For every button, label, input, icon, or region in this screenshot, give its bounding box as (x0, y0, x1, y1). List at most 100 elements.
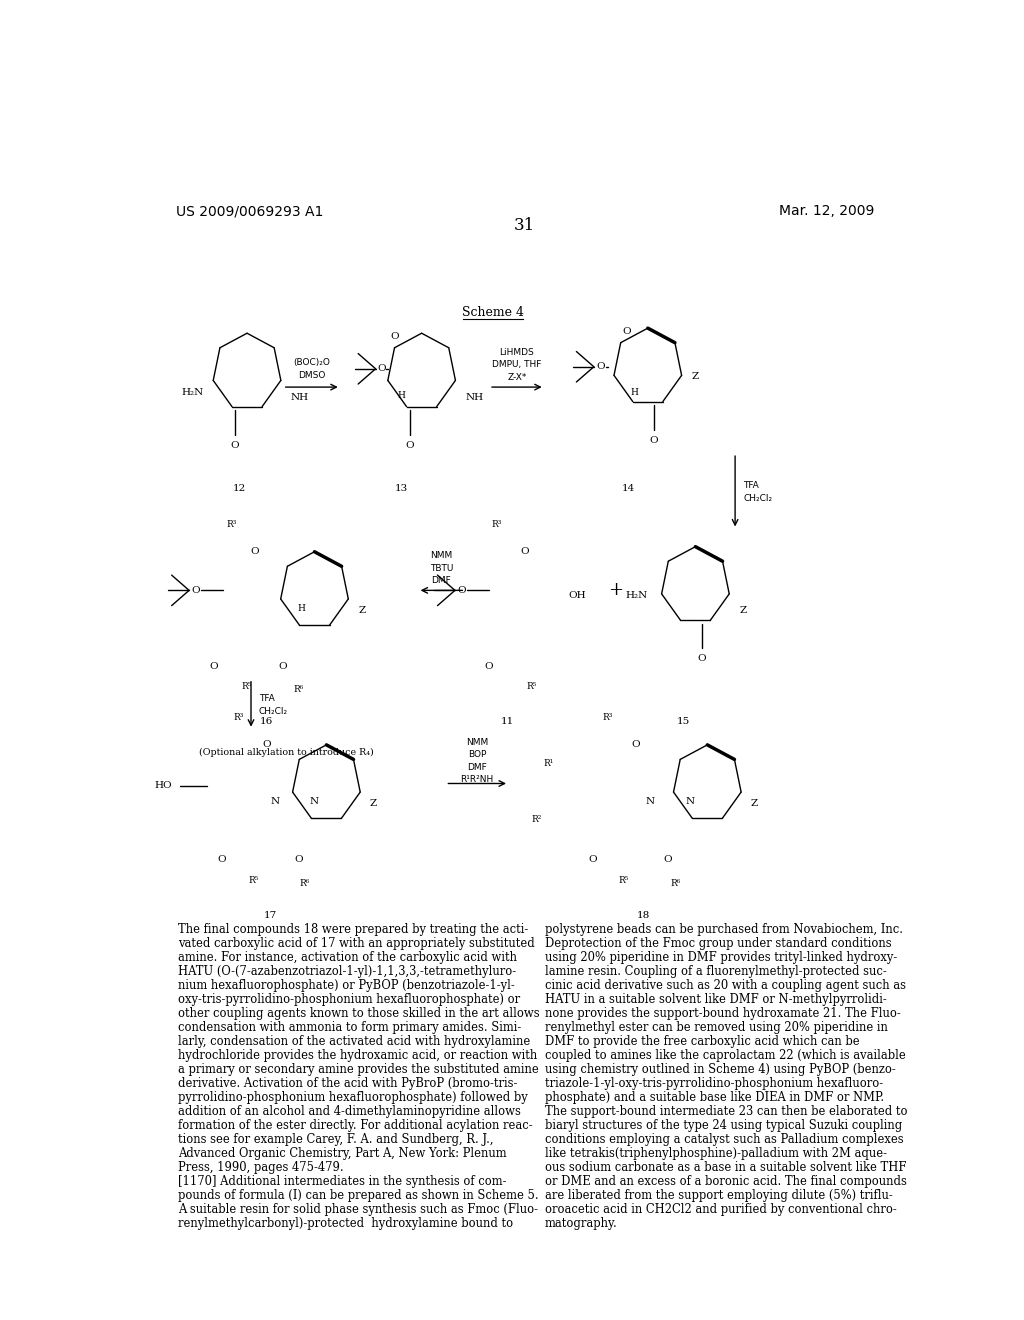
Text: A suitable resin for solid phase synthesis such as Fmoc (Fluo-: A suitable resin for solid phase synthes… (178, 1204, 538, 1216)
Text: 13: 13 (395, 483, 409, 492)
Text: N: N (310, 797, 319, 807)
Text: 14: 14 (622, 483, 635, 492)
Text: addition of an alcohol and 4-dimethylaminopyridine allows: addition of an alcohol and 4-dimethylami… (178, 1105, 521, 1118)
Text: 31: 31 (514, 218, 536, 235)
Text: R²: R² (531, 814, 542, 824)
Text: LiHMDS
DMPU, THF
Z-X*: LiHMDS DMPU, THF Z-X* (493, 347, 542, 381)
Text: formation of the ester directly. For additional acylation reac-: formation of the ester directly. For add… (178, 1119, 532, 1133)
Text: R⁵: R⁵ (242, 682, 252, 692)
Text: NH: NH (465, 393, 483, 401)
Text: HO: HO (154, 781, 172, 789)
Text: The final compounds 18 were prepared by treating the acti-: The final compounds 18 were prepared by … (178, 923, 528, 936)
Text: N: N (645, 797, 654, 807)
Text: Press, 1990, pages 475-479.: Press, 1990, pages 475-479. (178, 1162, 344, 1175)
Text: O: O (697, 655, 707, 664)
Text: Advanced Organic Chemistry, Part A, New York: Plenum: Advanced Organic Chemistry, Part A, New … (178, 1147, 507, 1160)
Text: O: O (279, 663, 287, 671)
Text: (Optional alkylation to introduce R₄): (Optional alkylation to introduce R₄) (200, 748, 374, 758)
Text: Z: Z (751, 800, 758, 808)
Text: HATU in a suitable solvent like DMF or N-methylpyrrolidi-: HATU in a suitable solvent like DMF or N… (545, 993, 887, 1006)
Text: TFA
CH₂Cl₂: TFA CH₂Cl₂ (743, 480, 772, 503)
Text: Z: Z (691, 372, 698, 381)
Text: R⁶: R⁶ (671, 879, 681, 887)
Text: or DME and an excess of a boronic acid. The final compounds: or DME and an excess of a boronic acid. … (545, 1175, 906, 1188)
Text: O: O (262, 741, 271, 750)
Text: O: O (294, 855, 303, 865)
Text: N: N (685, 797, 694, 807)
Text: N: N (270, 797, 280, 807)
Text: Z: Z (739, 606, 746, 615)
Text: 16: 16 (260, 718, 273, 726)
Text: NMM
TBTU
DMF: NMM TBTU DMF (430, 550, 454, 585)
Text: The support-bound intermediate 23 can then be elaborated to: The support-bound intermediate 23 can th… (545, 1105, 907, 1118)
Text: oroacetic acid in CH2Cl2 and purified by conventional chro-: oroacetic acid in CH2Cl2 and purified by… (545, 1204, 896, 1216)
Text: lamine resin. Coupling of a fluorenylmethyl-protected suc-: lamine resin. Coupling of a fluorenylmet… (545, 965, 887, 978)
Text: O: O (230, 441, 240, 450)
Text: condensation with ammonia to form primary amides. Simi-: condensation with ammonia to form primar… (178, 1020, 521, 1034)
Text: [1170] Additional intermediates in the synthesis of com-: [1170] Additional intermediates in the s… (178, 1175, 507, 1188)
Text: Scheme 4: Scheme 4 (462, 306, 524, 318)
Text: Z: Z (358, 606, 366, 615)
Text: NMM
BOP
DMF
R¹R²NH: NMM BOP DMF R¹R²NH (461, 738, 494, 784)
Text: phosphate) and a suitable base like DIEA in DMF or NMP.: phosphate) and a suitable base like DIEA… (545, 1092, 884, 1104)
Text: matography.: matography. (545, 1217, 617, 1230)
Text: amine. For instance, activation of the carboxylic acid with: amine. For instance, activation of the c… (178, 950, 517, 964)
Text: derivative. Activation of the acid with PyBroP (bromo-tris-: derivative. Activation of the acid with … (178, 1077, 517, 1090)
Text: ous sodium carbonate as a base in a suitable solvent like THF: ous sodium carbonate as a base in a suit… (545, 1162, 906, 1175)
Text: NH: NH (291, 393, 309, 401)
Text: US 2009/0069293 A1: US 2009/0069293 A1 (176, 205, 323, 218)
Text: using 20% piperidine in DMF provides trityl-linked hydroxy-: using 20% piperidine in DMF provides tri… (545, 950, 897, 964)
Text: pyrrolidino-phosphonium hexafluorophosphate) followed by: pyrrolidino-phosphonium hexafluorophosph… (178, 1092, 527, 1104)
Text: are liberated from the support employing dilute (5%) triflu-: are liberated from the support employing… (545, 1189, 892, 1203)
Text: O: O (520, 548, 529, 556)
Text: triazole-1-yl-oxy-tris-pyrrolidino-phosphonium hexafluoro-: triazole-1-yl-oxy-tris-pyrrolidino-phosp… (545, 1077, 883, 1090)
Text: TFA
CH₂Cl₂: TFA CH₂Cl₂ (259, 694, 288, 715)
Text: H₂N: H₂N (181, 388, 204, 397)
Text: larly, condensation of the activated acid with hydroxylamine: larly, condensation of the activated aci… (178, 1035, 530, 1048)
Text: O: O (378, 364, 386, 374)
Text: R³: R³ (233, 713, 245, 722)
Text: pounds of formula (I) can be prepared as shown in Scheme 5.: pounds of formula (I) can be prepared as… (178, 1189, 539, 1203)
Text: R⁵: R⁵ (248, 875, 259, 884)
Text: other coupling agents known to those skilled in the art allows: other coupling agents known to those ski… (178, 1007, 540, 1020)
Text: O: O (650, 436, 658, 445)
Text: 15: 15 (677, 718, 690, 726)
Text: O: O (217, 855, 226, 865)
Text: conditions employing a catalyst such as Palladium complexes: conditions employing a catalyst such as … (545, 1133, 903, 1146)
Text: nium hexafluorophosphate) or PyBOP (benzotriazole-1-yl-: nium hexafluorophosphate) or PyBOP (benz… (178, 979, 515, 991)
Text: O: O (622, 326, 631, 335)
Text: R³: R³ (226, 520, 237, 529)
Text: O: O (251, 548, 259, 556)
Text: O: O (390, 331, 399, 341)
Text: R¹: R¹ (544, 759, 554, 768)
Text: polystyrene beads can be purchased from Novabiochem, Inc.: polystyrene beads can be purchased from … (545, 923, 902, 936)
Text: H: H (297, 605, 305, 614)
Text: like tetrakis(triphenylphosphine)-palladium with 2M aque-: like tetrakis(triphenylphosphine)-pallad… (545, 1147, 887, 1160)
Text: O: O (406, 441, 414, 450)
Text: O: O (596, 362, 604, 371)
Text: Mar. 12, 2009: Mar. 12, 2009 (778, 205, 873, 218)
Text: R³: R³ (603, 713, 613, 722)
Text: renylmethyl ester can be removed using 20% piperidine in: renylmethyl ester can be removed using 2… (545, 1020, 888, 1034)
Text: R³: R³ (492, 520, 502, 529)
Text: HATU (O-(7-azabenzotriazol-1-yl)-1,1,3,3,-tetramethyluro-: HATU (O-(7-azabenzotriazol-1-yl)-1,1,3,3… (178, 965, 516, 978)
Text: 12: 12 (232, 483, 246, 492)
Text: tions see for example Carey, F. A. and Sundberg, R. J.,: tions see for example Carey, F. A. and S… (178, 1133, 494, 1146)
Text: R⁶: R⁶ (300, 879, 310, 887)
Text: O: O (664, 855, 672, 865)
Text: O: O (209, 663, 218, 671)
Text: +: + (608, 581, 624, 599)
Text: H: H (398, 391, 406, 400)
Text: H: H (631, 388, 638, 397)
Text: O: O (588, 855, 597, 865)
Text: oxy-tris-pyrrolidino-phosphonium hexafluorophosphate) or: oxy-tris-pyrrolidino-phosphonium hexaflu… (178, 993, 520, 1006)
Text: none provides the support-bound hydroxamate 21. The Fluo-: none provides the support-bound hydroxam… (545, 1007, 900, 1020)
Text: hydrochloride provides the hydroxamic acid, or reaction with: hydrochloride provides the hydroxamic ac… (178, 1049, 538, 1063)
Text: renylmethylcarbonyl)-protected  hydroxylamine bound to: renylmethylcarbonyl)-protected hydroxyla… (178, 1217, 513, 1230)
Text: OH: OH (568, 591, 586, 601)
Text: coupled to amines like the caprolactam 22 (which is available: coupled to amines like the caprolactam 2… (545, 1049, 905, 1063)
Text: Z: Z (370, 800, 377, 808)
Text: 18: 18 (637, 911, 650, 920)
Text: H₂N: H₂N (626, 591, 648, 601)
Text: vated carboxylic acid of 17 with an appropriately substituted: vated carboxylic acid of 17 with an appr… (178, 937, 535, 950)
